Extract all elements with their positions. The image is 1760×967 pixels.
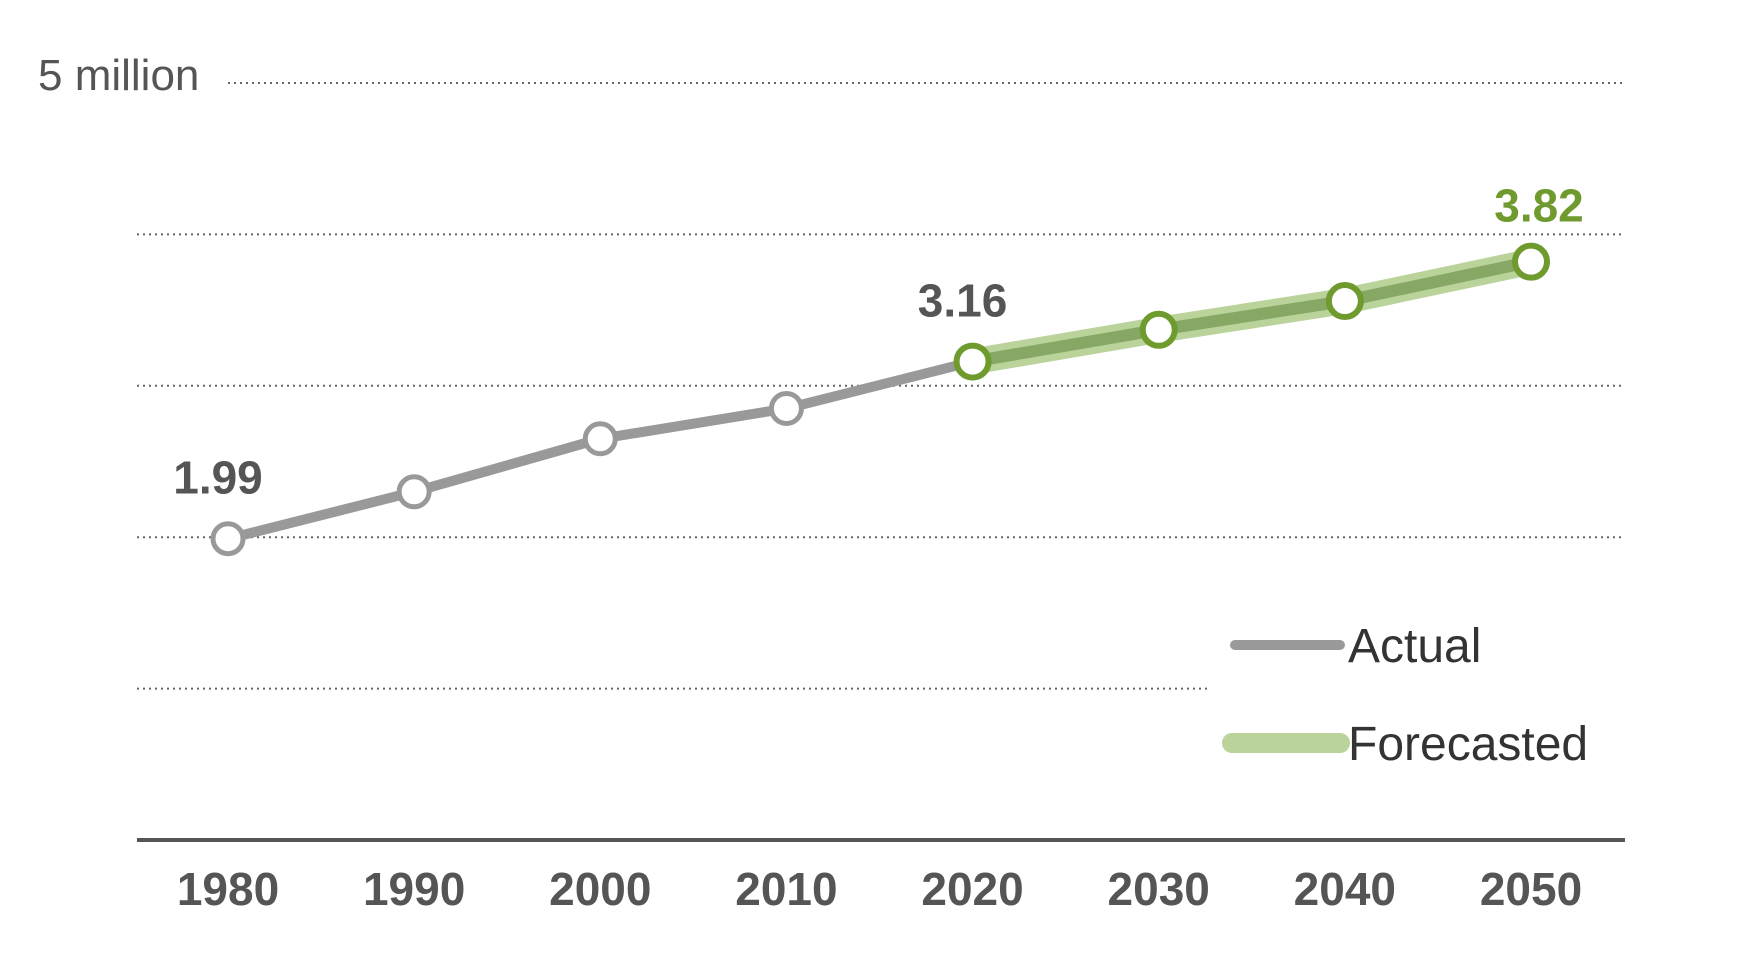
- x-tick-label: 1980: [177, 863, 279, 915]
- marker-forecasted: [1512, 242, 1550, 281]
- marker-actual: [396, 474, 432, 510]
- series-forecasted-line: [971, 255, 1533, 368]
- x-tick-label: 2020: [921, 863, 1023, 915]
- marker-actual: [768, 391, 804, 427]
- y-axis-top-label: 5 million: [38, 51, 199, 100]
- x-tick-label: 2010: [735, 863, 837, 915]
- marker-actual: [582, 421, 618, 457]
- x-tick-label: 2050: [1480, 863, 1582, 915]
- data-label: 3.82: [1494, 180, 1584, 232]
- legend-label-forecasted: Forecasted: [1348, 718, 1588, 771]
- x-tick-label: 2040: [1294, 863, 1396, 915]
- marker-actual: [210, 521, 246, 557]
- marker-forecasted: [953, 342, 992, 381]
- data-markers: [210, 242, 1550, 557]
- legend-label-actual: Actual: [1348, 620, 1481, 673]
- legend: Actual Forecasted: [1210, 600, 1630, 771]
- marker-forecasted: [1325, 282, 1364, 321]
- x-tick-label: 2000: [549, 863, 651, 915]
- x-tick-label: 2030: [1108, 863, 1210, 915]
- x-tick-label: 1990: [363, 863, 465, 915]
- data-label: 1.99: [173, 452, 263, 504]
- data-label: 3.16: [918, 275, 1008, 327]
- data-labels: 1.99 3.16 3.82: [173, 180, 1584, 504]
- x-tick-labels: 1980 1990 2000 2010 2020 2030 2040 2050: [177, 863, 1582, 915]
- marker-forecasted: [1139, 310, 1178, 349]
